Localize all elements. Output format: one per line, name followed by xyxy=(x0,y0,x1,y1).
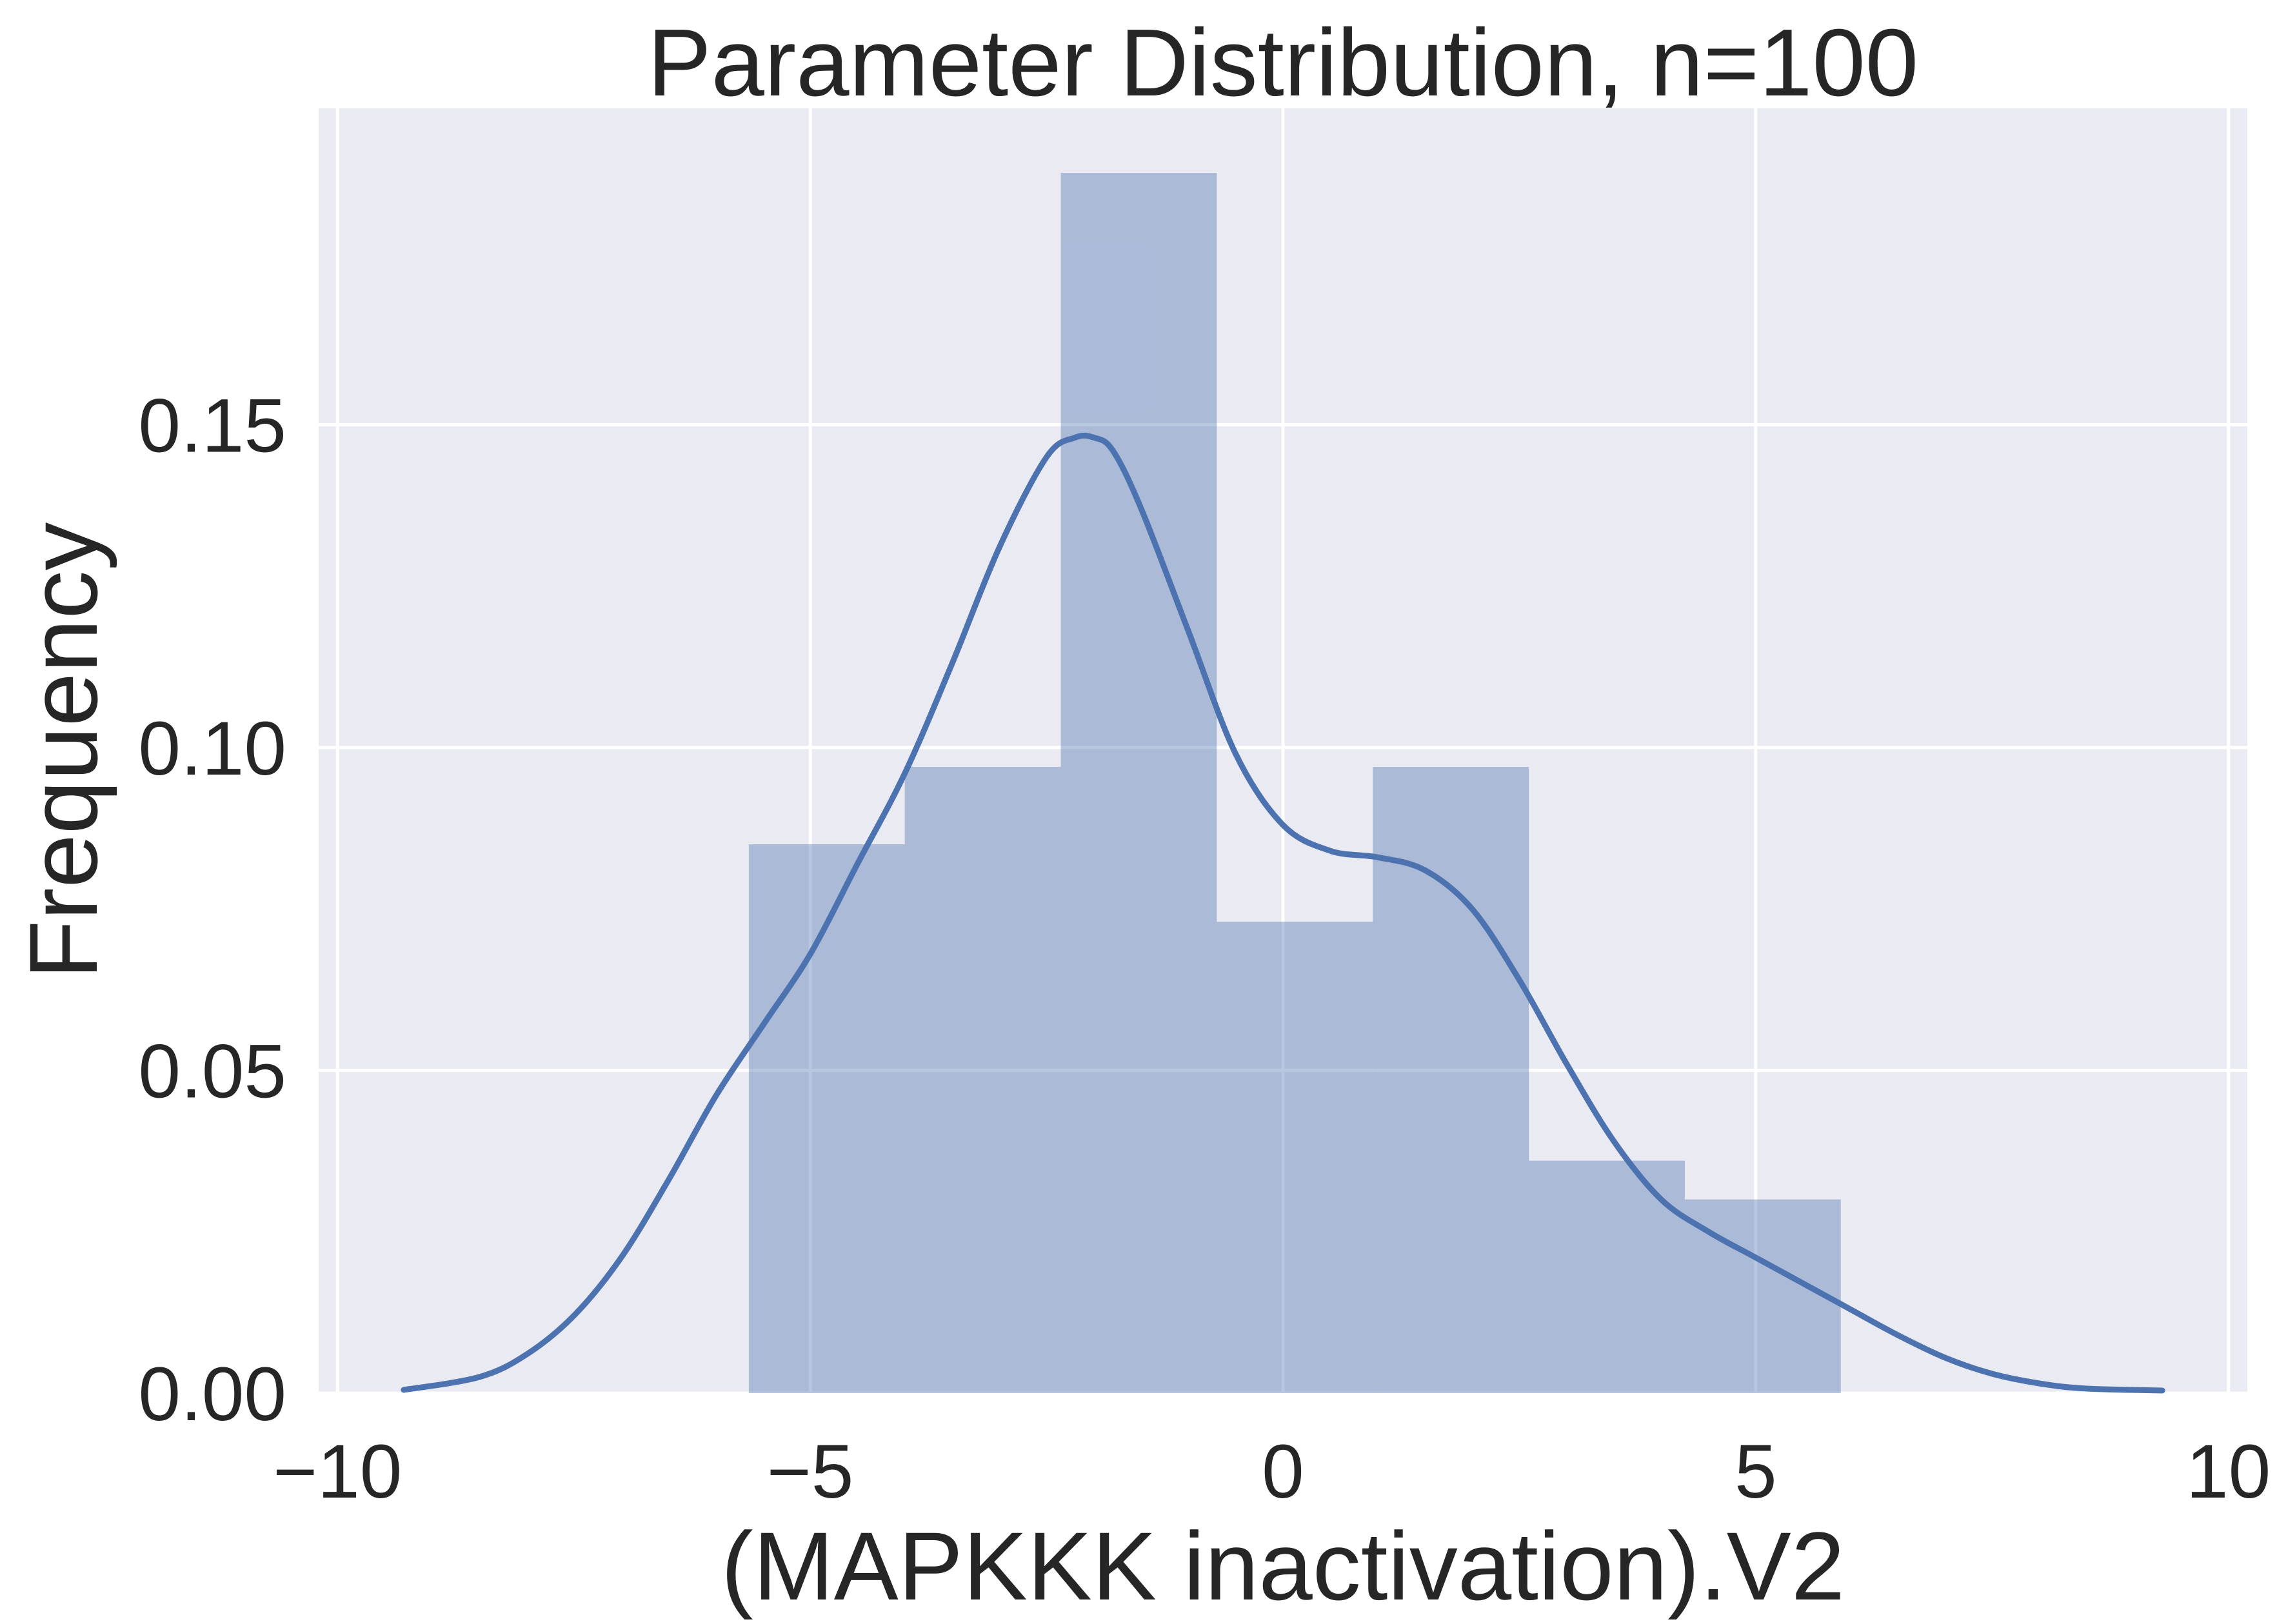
histogram-bar-1 xyxy=(904,767,1061,1393)
y-tick-label-3: 0.15 xyxy=(138,383,286,468)
y-axis-label: Frequency xyxy=(9,522,117,980)
histogram-bar-5 xyxy=(1529,1160,1685,1393)
histogram-bars xyxy=(748,173,1841,1394)
grid-lines xyxy=(319,108,2247,1395)
histogram-bar-3 xyxy=(1217,922,1373,1393)
y-tick-labels: 0.00 0.05 0.10 0.15 xyxy=(138,383,286,1437)
x-tick-label-3: 5 xyxy=(1735,1429,1777,1514)
x-tick-label-2: 0 xyxy=(1262,1429,1304,1514)
y-tick-label-1: 0.05 xyxy=(138,1029,286,1114)
y-tick-label-2: 0.10 xyxy=(138,706,286,791)
chart-title: Parameter Distribution, n=100 xyxy=(648,10,1918,116)
histogram-bar-0 xyxy=(748,844,905,1393)
kde-curve xyxy=(401,432,2165,1394)
y-tick-label-0: 0.00 xyxy=(138,1352,286,1437)
x-tick-label-1: −5 xyxy=(767,1429,854,1514)
x-tick-label-0: −10 xyxy=(273,1429,402,1514)
x-tick-label-4: 10 xyxy=(2186,1429,2271,1514)
histogram-bar-2 xyxy=(1060,173,1217,1394)
x-tick-labels: −10 −5 0 5 10 xyxy=(273,1429,2271,1514)
x-axis-label: (MAPKKK inactivation).V2 xyxy=(721,1512,1845,1620)
histogram-bar-4 xyxy=(1373,767,1529,1393)
